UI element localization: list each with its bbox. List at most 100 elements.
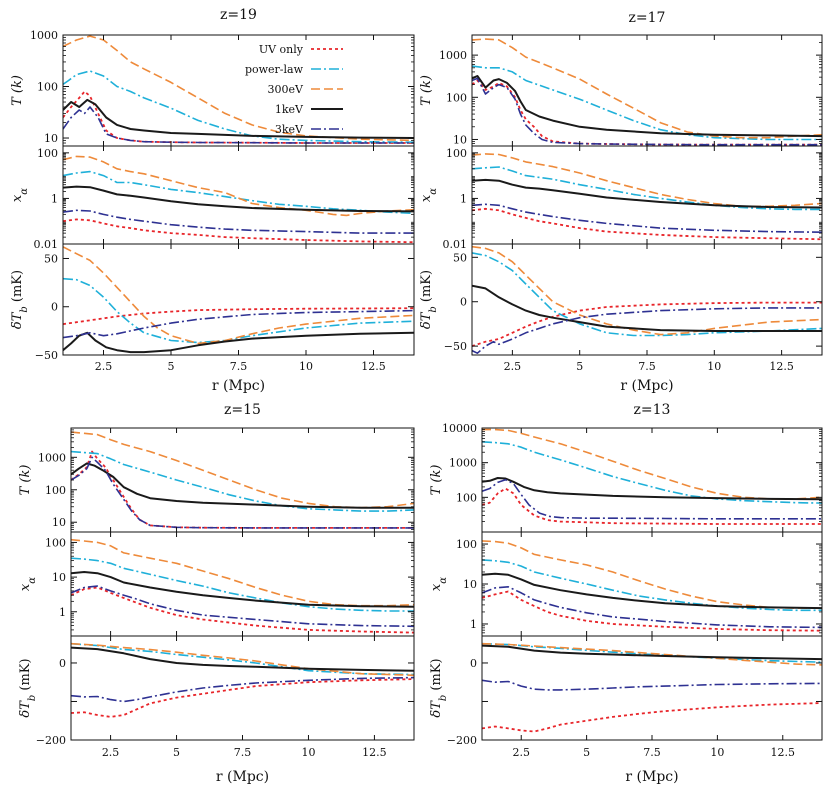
series-line-kev1 [472,284,822,332]
y-tick-label: 100 [45,484,66,497]
x-axis-label: r (Mpc) [625,769,678,785]
x-tick-label: 10 [299,360,313,373]
series-line-kev3 [63,209,414,234]
y-tick-label: 10 [453,133,467,146]
y-tick-label: 10 [44,132,58,145]
x-tick-label: 2.5 [512,746,530,759]
y-axis-label: T (k) [419,75,434,106]
series-line-kev3 [71,456,414,529]
series-line-kev3 [472,77,822,146]
y-axis-label: δTb (mK) [18,658,38,717]
x-tick-label: 10 [301,746,315,759]
panel-2: 0.01 1 100 xα [10,145,415,251]
y-tick-label: 100 [37,147,58,160]
series-line-uv [63,307,414,325]
y-tick-label: 1000 [38,451,66,464]
chart-title: z=15 [224,402,261,418]
legend-label: 300eV [268,83,305,96]
legend-item-pl: power-law [245,63,343,76]
y-tick-label: 10 [463,578,477,591]
panel-2: 1 10 100 xα [18,531,415,637]
series-line-pl [472,65,822,141]
panel-3: −200 0 δTb (mK) [18,635,415,747]
chart-4: z=13 100 1000 10000 T (k) 1 10 100 xα −200 0 δTb (m… [429,402,823,785]
legend-label: power-law [245,63,304,76]
series-line-pl [482,642,822,663]
y-axis-label: δTb (mK) [419,270,439,329]
panel-frame [62,34,415,147]
series-line-kev1 [63,331,414,354]
y-tick-label: 100 [45,536,66,549]
y-tick-label: 0 [59,657,66,670]
panel-2: 1 10 100 xα [429,531,823,637]
panel-frame [70,531,415,637]
x-tick-label: 5 [576,360,583,373]
y-tick-label: 100 [446,91,467,104]
series-line-kev3 [71,676,414,703]
y-tick-label: 1000 [30,29,58,42]
x-tick-label: 5 [583,746,590,759]
series-line-kev1 [71,462,414,509]
panel-1: 10 100 1000 T (k) [419,34,823,147]
series-line-uv [482,590,822,632]
panel-3: −50 0 50 δTb (mK) [419,243,823,356]
series-line-uv [482,702,822,733]
series-line-uv [71,586,414,634]
y-tick-label: 1 [470,618,477,631]
x-tick-label: 10 [707,360,721,373]
series-line-pl [472,166,822,211]
series-line-uv [71,450,414,529]
x-tick-label: 7.5 [638,360,656,373]
series-line-kev3 [63,309,414,339]
series-line-kev1 [482,477,822,501]
series-line-kev1 [472,75,822,138]
series-line-kev1 [472,178,822,209]
y-axis-label: T (k) [10,75,25,106]
chart-title: z=13 [634,402,671,418]
series-line-uv [472,207,822,241]
y-tick-label: 1000 [439,49,467,62]
y-tick-label: 0.01 [34,238,59,251]
x-tick-label: 5 [168,360,175,373]
x-tick-label: 2.5 [95,360,113,373]
series-line-ev300 [472,245,822,336]
series-line-pl [63,70,414,143]
panel-2: 0.01 1 100 xα [419,145,823,251]
y-tick-label: 1000 [449,457,477,470]
x-axis-label: r (Mpc) [620,378,673,394]
series-line-kev3 [482,679,822,691]
panel-3: −200 0 δTb (mK) [429,635,823,747]
legend-item-kev1: 1keV [275,103,343,116]
panel-frame [471,34,823,147]
series-line-kev3 [71,585,414,628]
y-axis-label: xα [429,577,449,591]
y-axis-label: δTb (mK) [429,658,449,717]
series-line-ev300 [482,428,822,500]
legend: UV only power-law 300eV 1keV 3keV [245,43,343,136]
series-line-uv [63,90,414,144]
y-axis-label: T (k) [18,465,33,496]
x-tick-label: 10 [710,746,724,759]
y-tick-label: −50 [444,340,467,353]
x-tick-label: 7.5 [230,360,248,373]
y-axis-label: xα [419,188,439,202]
x-tick-label: 7.5 [643,746,661,759]
legend-label: 1keV [275,103,304,116]
chart-1: z=19 10 100 1000 T (k) 0.01 1 100 xα −50 0 50 δTb (m… [10,7,415,394]
panel-3: −50 0 50 δTb (mK) [10,243,415,362]
x-tick-label: 12.5 [362,746,387,759]
x-tick-label: 12.5 [361,360,386,373]
y-tick-label: 10 [52,571,66,584]
y-tick-label: 1 [460,192,467,205]
series-line-pl [71,450,414,512]
series-line-kev1 [482,572,822,610]
series-line-ev300 [63,35,414,142]
y-tick-label: 10 [52,516,66,529]
series-line-pl [63,277,414,344]
chart-3: z=15 10 100 1000 T (k) 1 10 100 xα −200 0 δTb (mK) 2… [18,402,415,785]
y-tick-label: 100 [37,81,58,94]
x-tick-label: 7.5 [234,746,252,759]
y-tick-label: 100 [456,491,477,504]
series-line-kev1 [482,644,822,661]
